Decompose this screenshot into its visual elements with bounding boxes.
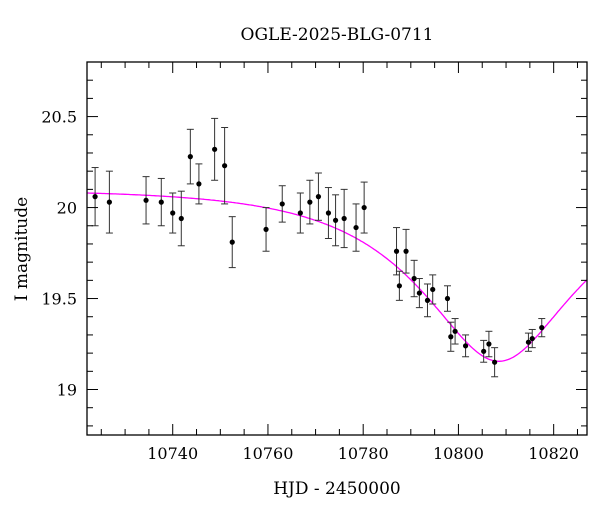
data-point bbox=[314, 172, 322, 221]
data-point-marker bbox=[187, 154, 193, 160]
data-point bbox=[447, 321, 455, 352]
data-point-marker bbox=[279, 201, 285, 207]
data-point bbox=[324, 187, 332, 239]
data-point-marker bbox=[481, 348, 487, 354]
data-point bbox=[538, 318, 546, 338]
data-point-marker bbox=[396, 283, 402, 289]
data-point-marker bbox=[430, 286, 436, 293]
axis-ticks-layer: 10740 10760 10780 10800 10820 19 19.5 20 20.5 bbox=[41, 61, 587, 463]
data-point bbox=[410, 259, 418, 298]
data-point bbox=[429, 274, 437, 305]
data-point-marker bbox=[229, 239, 235, 245]
data-point-marker bbox=[529, 335, 535, 342]
data-point-marker bbox=[448, 334, 454, 340]
x-tick-label: 10780 bbox=[338, 444, 389, 463]
data-point-marker bbox=[332, 217, 339, 223]
data-point bbox=[393, 227, 401, 276]
plot-frame bbox=[86, 61, 588, 436]
chart-title: OGLE-2025-BLG-0711 bbox=[241, 25, 434, 45]
data-point bbox=[195, 163, 203, 205]
data-point-marker bbox=[196, 181, 202, 187]
data-point bbox=[524, 332, 532, 352]
data-point-marker bbox=[158, 199, 164, 205]
data-point bbox=[262, 207, 270, 252]
data-point-marker bbox=[92, 194, 98, 200]
data-point-marker bbox=[525, 339, 532, 345]
data-point-marker bbox=[106, 199, 112, 205]
data-point bbox=[352, 203, 360, 252]
data-point bbox=[221, 127, 229, 205]
data-point bbox=[395, 270, 403, 301]
model-curve-layer bbox=[87, 192, 588, 362]
data-point bbox=[360, 181, 368, 234]
data-point-marker bbox=[297, 210, 303, 216]
data-point-marker bbox=[325, 210, 332, 216]
data-point-marker bbox=[444, 295, 451, 302]
data-point-marker bbox=[424, 297, 431, 303]
data-point-marker bbox=[403, 248, 409, 254]
data-point-marker bbox=[416, 290, 422, 296]
x-tick-label: 10820 bbox=[528, 444, 579, 463]
x-tick-label: 10760 bbox=[242, 444, 293, 463]
x-tick-label: 10800 bbox=[433, 444, 484, 463]
data-point bbox=[296, 192, 304, 234]
data-point bbox=[480, 339, 488, 363]
data-point bbox=[462, 334, 470, 358]
data-point bbox=[332, 194, 340, 247]
data-point-marker bbox=[486, 341, 492, 347]
data-point bbox=[443, 285, 451, 312]
data-point bbox=[402, 228, 410, 274]
y-axis-label: I magnitude bbox=[12, 197, 32, 301]
data-point bbox=[211, 117, 219, 181]
data-point-marker bbox=[315, 194, 322, 200]
y-tick-label: 20 bbox=[57, 199, 77, 218]
data-point-marker bbox=[178, 215, 184, 222]
model-curve bbox=[87, 192, 588, 362]
x-tick-label: 10740 bbox=[147, 444, 198, 463]
data-point-marker bbox=[263, 226, 269, 232]
data-point-marker bbox=[393, 248, 400, 254]
x-axis-label: HJD - 2450000 bbox=[273, 479, 401, 499]
data-point-marker bbox=[222, 163, 228, 169]
data-point bbox=[278, 185, 286, 223]
data-point-marker bbox=[539, 325, 545, 331]
data-point-marker bbox=[452, 328, 458, 334]
data-point-marker bbox=[353, 224, 359, 231]
data-point bbox=[423, 283, 431, 318]
data-point bbox=[485, 330, 493, 358]
data-point bbox=[491, 347, 499, 378]
data-point-marker bbox=[341, 215, 347, 222]
data-point bbox=[340, 188, 348, 249]
data-point bbox=[451, 318, 459, 345]
data-point bbox=[157, 177, 165, 227]
y-tick-label: 19.5 bbox=[41, 290, 77, 309]
data-point bbox=[306, 179, 314, 225]
data-point-marker bbox=[462, 343, 469, 349]
data-point bbox=[105, 170, 113, 234]
data-point bbox=[91, 167, 99, 227]
data-point bbox=[228, 216, 236, 269]
data-point bbox=[186, 128, 194, 185]
data-point bbox=[142, 176, 150, 225]
data-point bbox=[415, 278, 423, 309]
data-points-layer bbox=[91, 117, 546, 378]
data-point bbox=[177, 190, 185, 247]
data-point bbox=[169, 192, 177, 234]
data-point-marker bbox=[143, 197, 149, 203]
data-point bbox=[528, 328, 536, 349]
data-point-marker bbox=[307, 199, 313, 205]
data-point-marker bbox=[411, 275, 417, 282]
data-point-marker bbox=[170, 210, 176, 216]
data-point-marker bbox=[361, 204, 367, 211]
data-point-marker bbox=[212, 146, 218, 152]
y-tick-label: 20.5 bbox=[41, 108, 77, 127]
y-tick-label: 19 bbox=[57, 381, 77, 400]
data-point-marker bbox=[492, 359, 498, 365]
